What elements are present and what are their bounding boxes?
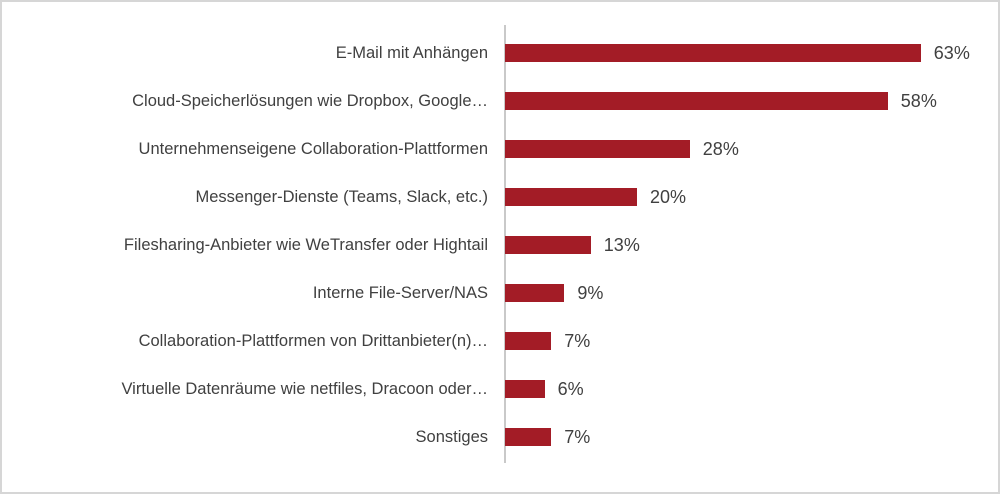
bar-row: Cloud-Speicherlösungen wie Dropbox, Goog…: [2, 77, 998, 125]
category-label: Virtuelle Datenräume wie netfiles, Draco…: [121, 379, 488, 398]
bar-row: Collaboration-Plattformen von Drittanbie…: [2, 317, 998, 365]
bar-area: 28%: [505, 125, 739, 173]
bar: [505, 188, 637, 206]
bar: [505, 428, 552, 446]
bar: [505, 380, 545, 398]
value-label: 28%: [702, 138, 739, 159]
category-label: Interne File-Server/NAS: [312, 283, 488, 302]
category-label: Unternehmenseigene Collaboration-Plattfo…: [138, 139, 488, 158]
category-label: Sonstiges: [415, 427, 488, 446]
bar-area: 58%: [505, 77, 937, 125]
bar-area: 13%: [505, 221, 640, 269]
bar: [505, 236, 591, 254]
bar-row: Unternehmenseigene Collaboration-Plattfo…: [2, 125, 998, 173]
value-label: 7%: [564, 330, 591, 351]
bar-row: Filesharing-Anbieter wie WeTransfer oder…: [2, 221, 998, 269]
bar: [505, 140, 690, 158]
value-label: 9%: [577, 282, 604, 303]
bar-row: Virtuelle Datenräume wie netfiles, Draco…: [2, 365, 998, 413]
category-label: E-Mail mit Anhängen: [335, 43, 488, 62]
value-label: 7%: [564, 426, 591, 447]
bar-area: 20%: [505, 173, 686, 221]
value-label: 6%: [557, 378, 584, 399]
bar-area: 7%: [505, 413, 590, 461]
category-label: Collaboration-Plattformen von Drittanbie…: [138, 331, 488, 350]
bar-row: Sonstiges 7%: [2, 413, 998, 461]
value-label: 20%: [650, 186, 687, 207]
bar-area: 6%: [505, 365, 584, 413]
value-label: 58%: [900, 90, 937, 111]
bar: [505, 44, 921, 62]
category-label: Messenger-Dienste (Teams, Slack, etc.): [195, 187, 488, 206]
bar: [505, 332, 552, 350]
bar: [505, 92, 888, 110]
bar-row: E-Mail mit Anhängen 63%: [2, 29, 998, 77]
category-label: Filesharing-Anbieter wie WeTransfer oder…: [123, 235, 488, 254]
bar-area: 63%: [505, 29, 970, 77]
bar: [505, 284, 565, 302]
category-label: Cloud-Speicherlösungen wie Dropbox, Goog…: [132, 91, 488, 110]
bar-row: Interne File-Server/NAS 9%: [2, 269, 998, 317]
value-label: 13%: [603, 234, 640, 255]
bar-area: 9%: [505, 269, 603, 317]
value-label: 63%: [933, 42, 970, 63]
bar-rows: E-Mail mit Anhängen 63% Cloud-Speicherlö…: [2, 29, 998, 461]
bar-row: Messenger-Dienste (Teams, Slack, etc.) 2…: [2, 173, 998, 221]
bar-area: 7%: [505, 317, 590, 365]
